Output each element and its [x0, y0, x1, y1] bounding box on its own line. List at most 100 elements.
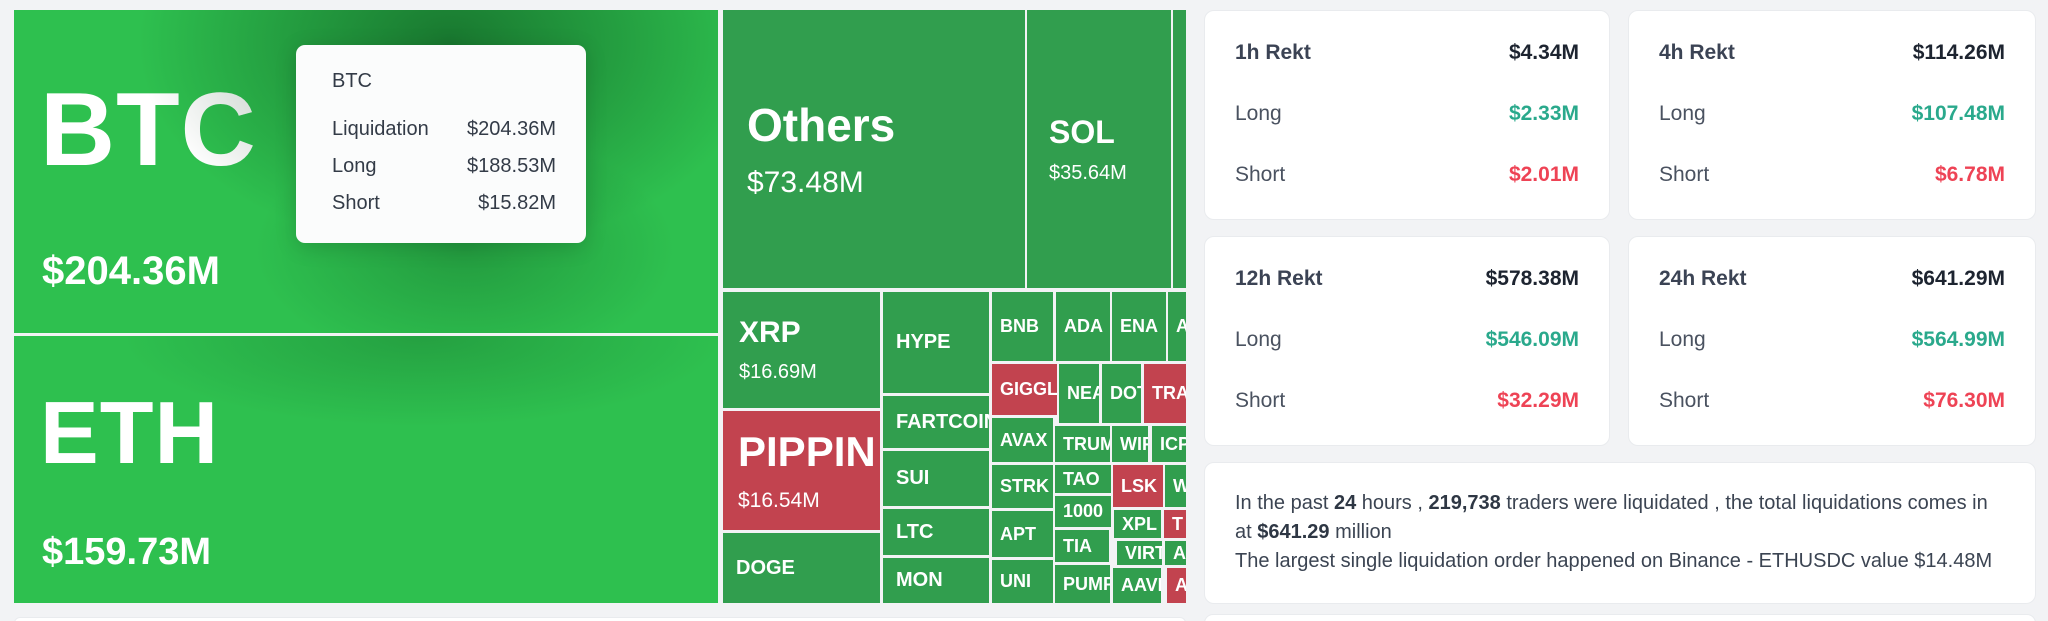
- tile-value: $16.54M: [738, 489, 820, 512]
- liquidation-summary: In the past 24 hours , 219,738 traders w…: [1204, 462, 2036, 604]
- rekt-card-24h: 24h Rekt $641.29M Long $564.99M Short $7…: [1628, 236, 2036, 446]
- long-label: Long: [1235, 328, 1282, 351]
- treemap-tooltip: BTC Liquidation $204.36M Long $188.53M S…: [296, 45, 586, 243]
- tile-symbol: 1000: [1063, 501, 1104, 521]
- tile-symbol: ICP: [1160, 433, 1186, 454]
- tile-symbol: GIGGLE: [1000, 379, 1057, 399]
- tile-symbol: SUI: [896, 467, 930, 489]
- treemap-tile-mon[interactable]: MON: [883, 558, 989, 603]
- short-label: Short: [1235, 389, 1286, 412]
- tile-symbol: PIPPIN: [738, 428, 876, 475]
- tile-symbol: ENA: [1120, 316, 1159, 336]
- treemap-tile-blank[interactable]: [1173, 10, 1186, 288]
- long-value: $107.48M: [1911, 102, 2005, 125]
- short-label: Short: [1659, 389, 1710, 412]
- treemap-tile-doge[interactable]: DOGE: [723, 533, 880, 603]
- tile-value: $73.48M: [747, 166, 864, 199]
- tile-symbol: BNB: [1000, 316, 1039, 336]
- card-long-row: Long $107.48M: [1659, 102, 2005, 126]
- treemap-tile-trump[interactable]: TRUMP: [1055, 426, 1110, 462]
- treemap-tile-1000[interactable]: 1000: [1055, 496, 1111, 527]
- liquidation-treemap: BTC $204.36M ETH $159.73M Others $73.48M SOL $3…: [14, 10, 1186, 603]
- treemap-tile-tra[interactable]: TRA: [1144, 364, 1186, 423]
- tile-symbol: PUMP: [1063, 573, 1110, 594]
- treemap-tile-apt[interactable]: APT: [992, 511, 1053, 557]
- tile-symbol: VIRT: [1125, 542, 1162, 563]
- tile-symbol: DOT: [1110, 383, 1141, 403]
- tile-symbol: SOL: [1049, 113, 1115, 150]
- treemap-tile-strk[interactable]: STRK: [992, 465, 1053, 508]
- treemap-tile-ada[interactable]: ADA: [1056, 292, 1110, 361]
- treemap-tile-others[interactable]: Others $73.48M: [723, 10, 1025, 288]
- long-label: Long: [1659, 102, 1706, 125]
- rekt-card-12h: 12h Rekt $578.38M Long $546.09M Short $3…: [1204, 236, 1610, 446]
- tile-symbol: NEAR: [1067, 383, 1099, 403]
- treemap-tile-t[interactable]: T: [1164, 510, 1186, 538]
- treemap-tile-avax[interactable]: AVAX: [992, 418, 1053, 462]
- treemap-tile-lsk[interactable]: LSK: [1113, 465, 1163, 507]
- treemap-tile-xrp[interactable]: XRP $16.69M: [723, 292, 880, 408]
- treemap-tile-giggle[interactable]: GIGGLE: [992, 364, 1057, 415]
- treemap-tile-uni[interactable]: UNI: [992, 560, 1053, 603]
- tooltip-label: Short: [332, 192, 380, 214]
- treemap-tile-w[interactable]: W: [1165, 465, 1186, 507]
- treemap-tile-dot[interactable]: DOT: [1102, 364, 1141, 423]
- tile-symbol: APT: [1000, 523, 1036, 544]
- card-title: 24h Rekt: [1659, 267, 1747, 290]
- card-short-row: Short $2.01M: [1235, 163, 1579, 187]
- card-short-row: Short $6.78M: [1659, 163, 2005, 187]
- card-title: 4h Rekt: [1659, 41, 1735, 64]
- treemap-tile-tao[interactable]: TAO: [1055, 465, 1111, 493]
- short-label: Short: [1659, 163, 1710, 186]
- card-total: $641.29M: [1911, 267, 2005, 290]
- treemap-tile-sui[interactable]: SUI: [883, 451, 989, 506]
- tile-symbol: DOGE: [736, 556, 795, 579]
- treemap-tile-bnb[interactable]: BNB: [992, 292, 1053, 361]
- rekt-card-1h: 1h Rekt $4.34M Long $2.33M Short $2.01M: [1204, 10, 1610, 220]
- tile-symbol: TAO: [1063, 468, 1100, 489]
- card-title-row: 12h Rekt $578.38M: [1235, 267, 1579, 291]
- treemap-tile-xpl[interactable]: XPL: [1114, 510, 1161, 538]
- treemap-tile-sol[interactable]: SOL $35.64M: [1027, 10, 1171, 288]
- treemap-tile-wif[interactable]: WIF: [1112, 426, 1148, 462]
- treemap-tile-a[interactable]: A: [1168, 292, 1186, 361]
- tile-value: $16.69M: [739, 361, 817, 383]
- long-label: Long: [1235, 102, 1282, 125]
- treemap-tile-virt[interactable]: VIRT: [1117, 541, 1162, 565]
- tile-symbol: WIF: [1120, 433, 1148, 454]
- summary-line-2: The largest single liquidation order hap…: [1235, 550, 1993, 572]
- tooltip-row-short: Short $15.82M: [332, 192, 556, 214]
- tile-symbol: TRUMP: [1063, 433, 1110, 454]
- tile-value: $35.64M: [1049, 161, 1127, 184]
- tile-symbol: A: [1173, 542, 1186, 563]
- treemap-tile-ena[interactable]: ENA: [1112, 292, 1166, 361]
- treemap-tile-a[interactable]: A: [1165, 541, 1186, 565]
- tile-symbol: LTC: [896, 520, 934, 543]
- tile-value: $159.73M: [42, 530, 212, 573]
- tile-symbol: BTC: [40, 71, 257, 188]
- treemap-tile-aave[interactable]: AAVE: [1113, 568, 1161, 603]
- treemap-tile-hype[interactable]: HYPE: [883, 292, 989, 393]
- tile-symbol: XPL: [1122, 513, 1158, 534]
- treemap-tile-near[interactable]: NEAR: [1059, 364, 1099, 423]
- long-value: $564.99M: [1911, 328, 2005, 351]
- tile-symbol: FARTCOIN: [896, 410, 989, 433]
- treemap-tile-pippin[interactable]: PIPPIN $16.54M: [723, 411, 880, 530]
- treemap-tile-a[interactable]: A: [1167, 568, 1186, 603]
- treemap-tile-eth[interactable]: ETH $159.73M: [14, 336, 718, 603]
- treemap-tile-icp[interactable]: ICP: [1152, 426, 1186, 462]
- treemap-tile-pump[interactable]: PUMP: [1055, 565, 1110, 603]
- treemap-tile-tia[interactable]: TIA: [1055, 530, 1109, 562]
- tooltip-label: Long: [332, 155, 377, 177]
- tile-symbol: ADA: [1064, 316, 1103, 336]
- card-stub: [14, 617, 1186, 621]
- card-total: $114.26M: [1912, 41, 2005, 64]
- tooltip-row-liquidation: Liquidation $204.36M: [332, 118, 556, 140]
- card-long-row: Long $564.99M: [1659, 328, 2005, 352]
- treemap-tile-fartcoin[interactable]: FARTCOIN: [883, 396, 989, 448]
- tooltip-value: $188.53M: [467, 155, 556, 177]
- treemap-tile-ltc[interactable]: LTC: [883, 509, 989, 555]
- card-total: $4.34M: [1508, 41, 1579, 64]
- card-title: 1h Rekt: [1235, 41, 1311, 64]
